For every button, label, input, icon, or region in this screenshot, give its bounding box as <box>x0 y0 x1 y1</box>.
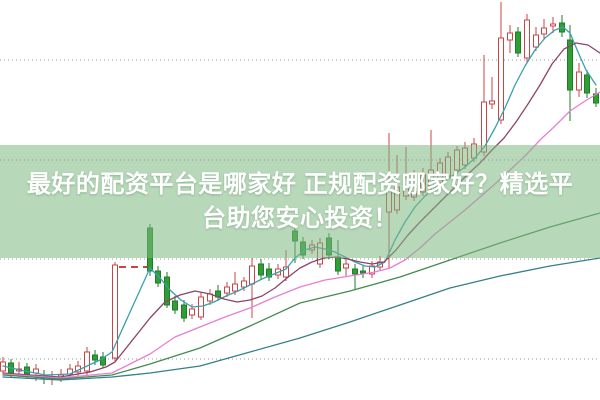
candle-down <box>181 304 187 319</box>
candle-down <box>164 276 170 306</box>
candle-up <box>369 265 375 275</box>
candle-up <box>541 27 547 35</box>
candle-up <box>283 266 289 278</box>
candle-down <box>335 256 341 272</box>
candle-up <box>550 23 556 27</box>
candle-up <box>84 351 90 372</box>
banner-line-2: 台助您安心投资！ <box>202 204 398 232</box>
banner-line-1: 最好的配资平台是哪家好 正规配资哪家好？精选平 <box>26 170 574 198</box>
candle-down <box>352 268 358 275</box>
candle-down <box>155 270 161 284</box>
candle-up <box>249 265 255 285</box>
candle-up <box>189 308 195 316</box>
candle-down <box>100 356 106 366</box>
candle-up <box>507 32 513 41</box>
candle-down <box>92 354 98 361</box>
candle-up <box>533 34 539 48</box>
ma-slowest-line <box>2 257 600 381</box>
candle-down <box>258 263 264 276</box>
candle-down <box>266 268 272 278</box>
candle-up <box>241 280 247 288</box>
candle-up <box>489 100 495 105</box>
candle-up <box>524 19 530 59</box>
candle-down <box>172 300 178 311</box>
candle-up <box>112 264 118 359</box>
candle-up <box>232 283 238 292</box>
candle-up <box>576 71 582 91</box>
ma-mid-line <box>2 42 600 378</box>
candle-up <box>198 296 204 318</box>
candle-down <box>584 74 590 94</box>
candle-up <box>343 263 349 269</box>
candle-down <box>360 270 366 274</box>
candle-down <box>515 31 521 54</box>
overlay-banner: 最好的配资平台是哪家好 正规配资哪家好？精选平 台助您安心投资！ <box>0 145 600 258</box>
candle-down <box>567 39 573 91</box>
candle-up <box>498 37 504 121</box>
candle-up <box>224 286 230 294</box>
